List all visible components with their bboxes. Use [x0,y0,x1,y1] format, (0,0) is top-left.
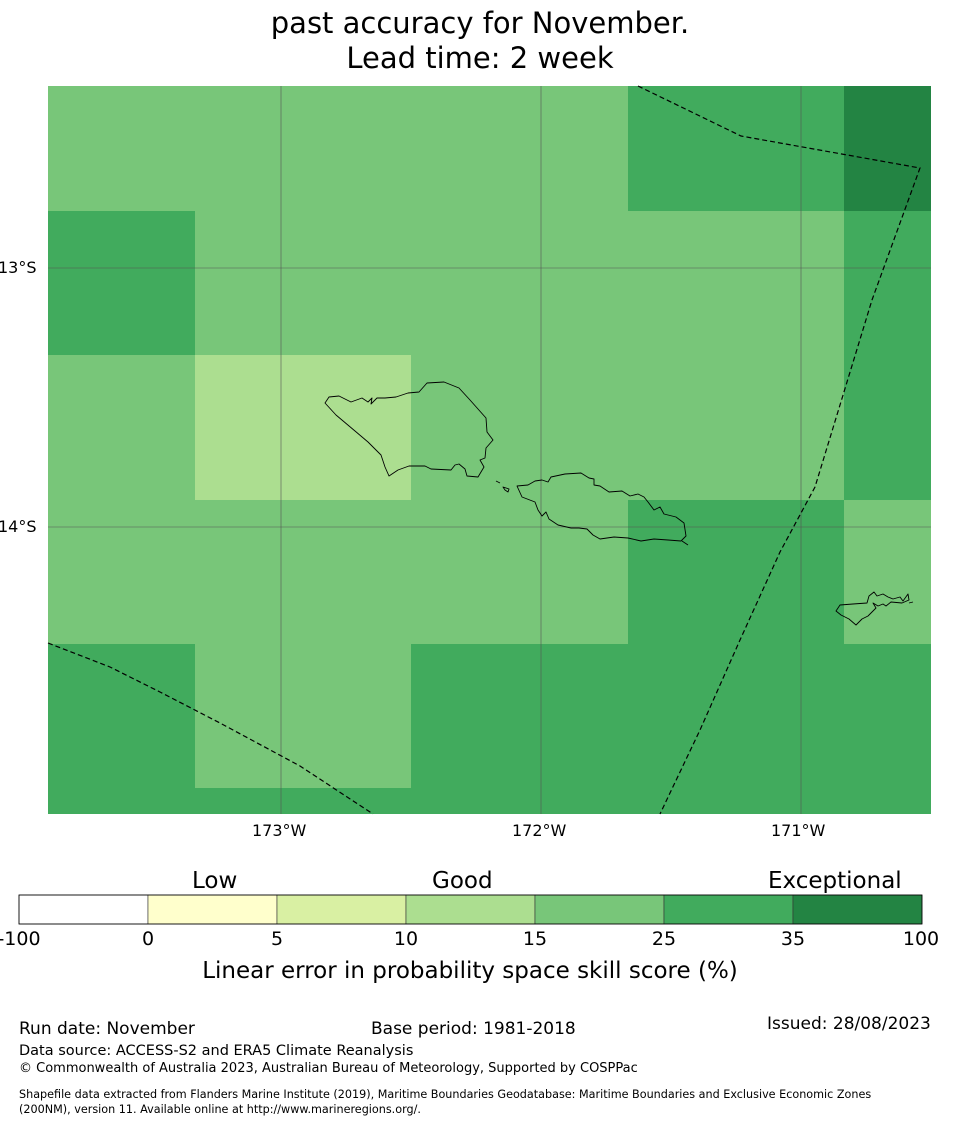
colorbar-tick-label: 15 [522,928,548,950]
grid-cell [844,500,931,644]
colorbar-swatch [147,894,278,925]
coastlines [324,381,914,626]
apolima-islet [502,486,510,493]
grid-cell [48,644,195,814]
colorbar-tick-label: 10 [393,928,419,950]
lat-label-14s: 14°S [0,517,37,536]
category-label-good: Good [432,868,493,894]
shapefile-credit-line-2: (200NM), version 11. Available online at… [19,1103,421,1116]
data-source: Data source: ACCESS-S2 and ERA5 Climate … [19,1043,414,1059]
copyright: © Commonwealth of Australia 2023, Austra… [19,1061,638,1076]
category-label-exceptional: Exceptional [768,868,902,894]
grid-cell [195,211,844,355]
colorbar-tick-label: 25 [651,928,677,950]
shapefile-credit-line-1: Shapefile data extracted from Flanders M… [19,1088,872,1101]
graticule [48,86,931,814]
lon-label-171w: 171°W [771,821,826,840]
colorbar [18,894,923,925]
colorbar-tick-label: 0 [141,928,155,950]
grid-cell [48,355,195,500]
tutuila-island [835,591,910,626]
grid-cell [48,211,195,355]
colorbar-title: Linear error in probability space skill … [202,958,738,984]
upolu-island [516,472,687,542]
colorbar-tick-label: -100 [0,928,41,950]
skill-grid-cells [48,86,931,814]
grid-cell [411,355,844,500]
aunuu-islet [908,601,914,604]
colorbar-swatch [663,894,794,925]
grid-cell [628,500,844,644]
base-period: Base period: 1981-2018 [371,1019,576,1039]
boundary-line-south-west [47,642,374,815]
colorbar-swatch [276,894,407,925]
eez-boundaries [47,85,921,815]
title-line-1: past accuracy for November. [270,6,690,40]
colorbar-swatch [405,894,536,925]
lat-label-13s: 13°S [0,258,37,277]
manono-islet [495,480,501,484]
boundary-line-north-east [637,85,921,815]
upolu-east-tip [681,540,689,546]
colorbar-tick-label: 5 [270,928,284,950]
grid-cell [844,211,931,355]
grid-cell [195,644,411,788]
run-date: Run date: November [19,1019,195,1039]
colorbar-tick-label: 35 [780,928,806,950]
title-line-2: Lead time: 2 week [346,41,614,75]
category-label-low: Low [192,868,238,894]
colorbar-swatch [534,894,665,925]
grid-cell [195,355,411,500]
grid-cell [844,86,931,211]
issued-date: Issued: 28/08/2023 [767,1014,931,1034]
grid-cell [844,355,931,500]
grid-cell [628,86,844,211]
savaii-island [324,381,494,478]
colorbar-swatch [18,894,149,925]
skill-score-map [47,85,931,815]
colorbar-outline [18,894,923,925]
lon-label-173w: 173°W [252,821,307,840]
colorbar-swatch [792,894,923,925]
grid-cell [411,644,931,814]
colorbar-tick-label: 100 [902,928,940,950]
lon-label-172w: 172°W [512,821,567,840]
grid-cell [48,86,628,211]
grid-cell [195,788,411,814]
grid-cell [48,500,628,644]
